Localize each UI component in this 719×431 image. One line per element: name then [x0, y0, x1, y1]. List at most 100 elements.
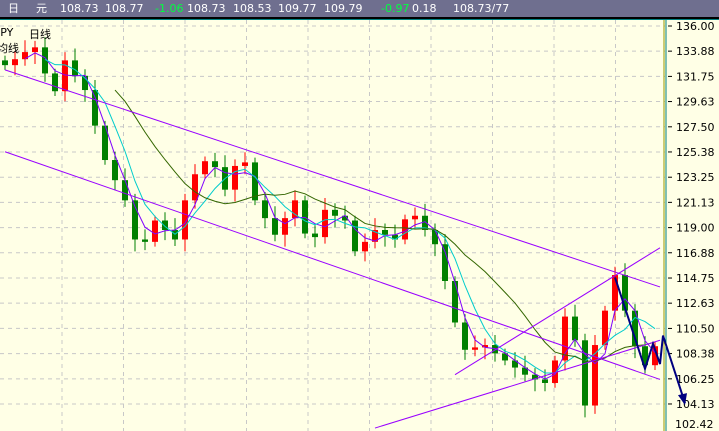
- candle-body: [632, 310, 638, 347]
- header-value: 108.73: [187, 2, 226, 15]
- candle-body: [552, 360, 558, 383]
- candlestick-chart[interactable]: 136.00 133.88 131.75 129.63 127.50 125.38 123.…: [0, 20, 719, 431]
- candle-body: [212, 161, 218, 168]
- period-label: 日线: [29, 28, 51, 41]
- candle: [252, 157, 258, 206]
- candle: [292, 190, 298, 227]
- projection-line: [614, 277, 686, 404]
- axis-tick-label: 136.00: [676, 20, 715, 33]
- candle: [102, 120, 108, 165]
- candle: [652, 341, 658, 370]
- header-field-currency: 元: [36, 2, 47, 15]
- candle-body: [382, 229, 388, 235]
- projection-arrowhead: [678, 393, 687, 406]
- candle-body: [132, 200, 138, 240]
- candle-body: [622, 275, 628, 311]
- candle-body: [162, 220, 168, 230]
- candle-body: [362, 241, 368, 252]
- candle: [152, 215, 158, 247]
- candle: [532, 368, 538, 392]
- candle: [192, 164, 198, 209]
- candle-body: [242, 162, 248, 166]
- header-bid-ask: 108.73/77: [453, 2, 510, 15]
- axis-tick-label: 116.88: [676, 247, 715, 260]
- candle-body: [102, 125, 108, 161]
- channel-line: [454, 247, 661, 376]
- candle-body: [122, 180, 128, 201]
- candle: [122, 168, 128, 207]
- divider: [0, 19, 719, 20]
- candle: [232, 159, 238, 202]
- candle-body: [422, 215, 428, 230]
- candle-body: [292, 200, 298, 219]
- axis-tick-label: 108.38: [676, 348, 715, 361]
- candle-body: [642, 346, 648, 366]
- header-change-pct: -0.97: [381, 2, 410, 15]
- candle-body: [392, 234, 398, 240]
- candle-body: [532, 374, 538, 380]
- header-change: -1.06: [155, 2, 184, 15]
- header-value: 108.77: [105, 2, 144, 15]
- candle-body: [272, 218, 278, 235]
- candle-body: [112, 160, 118, 181]
- candle-body: [262, 200, 268, 219]
- header-value: 108.73: [60, 2, 99, 15]
- candle-body: [612, 275, 618, 311]
- candle-body: [92, 90, 98, 126]
- ma-label: 均线: [0, 42, 19, 55]
- axis-tick-label: 102.42: [675, 418, 714, 431]
- candle: [442, 234, 448, 290]
- candle-body: [372, 229, 378, 242]
- candle-body: [482, 345, 488, 348]
- candle: [462, 314, 468, 360]
- candle-body: [332, 209, 338, 216]
- candle: [392, 224, 398, 248]
- candle: [412, 207, 418, 230]
- candle-body: [152, 220, 158, 242]
- candle: [452, 276, 458, 328]
- candle-body: [492, 345, 498, 354]
- candle: [112, 151, 118, 191]
- axis-tick-label: 123.25: [676, 171, 715, 184]
- candle-body: [472, 347, 478, 350]
- axis-tick-label: 121.13: [676, 196, 715, 209]
- symbol-label: JPY: [0, 26, 14, 39]
- candle-body: [322, 209, 328, 238]
- moving-average-12: [114, 89, 656, 362]
- candle-body: [12, 59, 18, 66]
- channel-line: [4, 69, 661, 288]
- axis-tick-label: 129.63: [676, 96, 715, 109]
- axis-tick-label: 110.50: [676, 322, 715, 335]
- candle: [142, 229, 148, 251]
- candle-body: [412, 215, 418, 220]
- candle-body: [572, 316, 578, 341]
- axis-tick-label: 133.88: [676, 45, 715, 58]
- candle: [322, 197, 328, 244]
- candle-body: [522, 367, 528, 375]
- candle-body: [182, 200, 188, 240]
- candle: [202, 156, 208, 179]
- candle-body: [512, 360, 518, 368]
- candle: [262, 192, 268, 229]
- candle-body: [52, 73, 58, 92]
- axis-tick-label: 127.50: [676, 121, 715, 134]
- header-value: 109.77: [278, 2, 317, 15]
- candle: [2, 55, 8, 70]
- candle: [632, 304, 638, 359]
- candle-body: [582, 340, 588, 406]
- candle: [512, 352, 518, 378]
- candle-body: [502, 353, 508, 361]
- candle-body: [442, 244, 448, 281]
- candle: [312, 225, 318, 248]
- candle-body: [452, 280, 458, 323]
- candle-body: [592, 345, 598, 406]
- candle: [12, 50, 18, 76]
- candle: [582, 333, 588, 418]
- axis-tick-label: 114.75: [676, 272, 715, 285]
- axis-tick-label: 131.75: [676, 70, 715, 83]
- candle: [212, 152, 218, 178]
- candle-body: [192, 174, 198, 201]
- candle: [552, 355, 558, 388]
- moving-average-3: [24, 52, 656, 380]
- candle: [402, 214, 408, 245]
